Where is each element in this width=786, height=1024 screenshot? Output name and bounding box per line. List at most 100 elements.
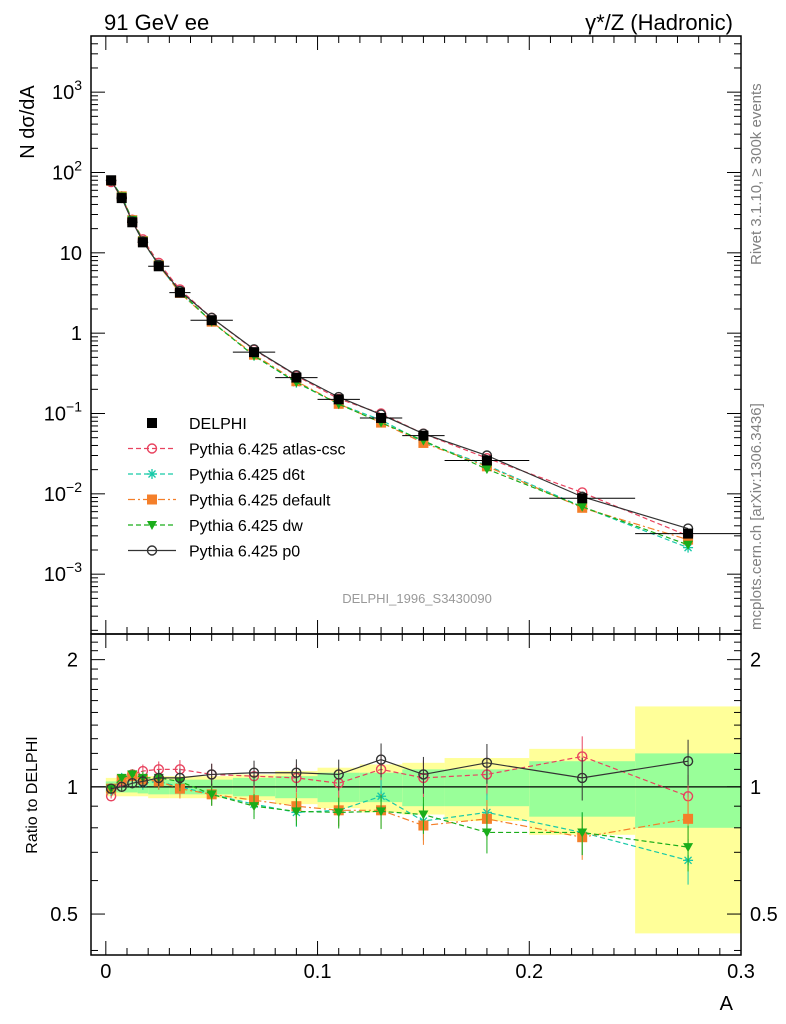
header-right: γ*/Z (Hadronic) — [585, 10, 733, 35]
ratio-y-tick-label: 1 — [67, 777, 78, 799]
ratio-point-pythia-6-425-dw — [127, 770, 138, 780]
ratio-line-pythia-6-425-default — [110, 775, 689, 838]
series-line-pythia-6-425-default — [110, 180, 689, 541]
ratio-point-pythia-6-425-p0 — [248, 767, 260, 778]
main-y-tick-exponent: −1 — [66, 398, 82, 414]
legend-marker-pythia-6-425-dw — [147, 521, 157, 530]
main-y-tick-label: 10−3 — [44, 559, 82, 586]
point-delphi — [577, 493, 588, 504]
ratio-y-tick-label-right: 2 — [750, 650, 761, 672]
point-delphi — [153, 261, 164, 272]
ratio-point-pythia-6-425-p0 — [127, 778, 138, 789]
ratio-point-pythia-6-425-default — [683, 813, 694, 824]
ratio-point-pythia-6-425-p0 — [291, 767, 302, 778]
legend-marker-pythia-6-425-atlas-csc — [146, 443, 158, 454]
legend: DELPHI Pythia 6.425 atlas-csc Pythia 6.425… — [128, 416, 346, 561]
rivet-label: Rivet 3.1.10, ≥ 300k events — [748, 83, 765, 265]
ratio-point-pythia-6-425-p0 — [333, 769, 344, 780]
point-delphi — [137, 237, 148, 248]
ratio-point-pythia-6-425-p0 — [577, 772, 588, 784]
main-y-tick-label: 10 — [60, 243, 82, 265]
ratio-y-tick-label-right: 1 — [750, 777, 761, 799]
ratio-point-pythia-6-425-p0 — [153, 772, 164, 784]
point-delphi — [106, 175, 117, 186]
legend-label-pythia-6-425-default: Pythia 6.425 default — [189, 493, 331, 510]
ratio-uncertainty-bands — [91, 706, 741, 934]
ratio-point-pythia-6-425-dw — [577, 828, 588, 838]
x-tick-label: 0.2 — [515, 961, 543, 983]
main-ylabel: N dσ/dA — [17, 85, 39, 159]
x-tick-label: 0.1 — [304, 961, 332, 983]
ratio-point-pythia-6-425-dw — [206, 790, 217, 800]
analysis-watermark: DELPHI_1996_S3430090 — [342, 591, 492, 606]
axes-group: 0 0.1 0.2 0.3 10−3 10−2 10−1 1 10 102 103 0.5 0.5 1 1 2… — [44, 35, 778, 983]
ratio-frame — [90, 633, 742, 956]
point-delphi — [174, 287, 185, 298]
legend-marker-pythia-6-425-d6t — [147, 469, 157, 479]
point-pythia-6-425-default — [683, 534, 694, 545]
ratio-point-pythia-6-425-dw — [291, 807, 302, 817]
marker-stroke — [148, 470, 156, 478]
header-left: 91 GeV ee — [104, 10, 209, 35]
point-pythia-6-425-dw — [683, 540, 694, 550]
main-y-tick-exponent: 3 — [74, 77, 82, 93]
ratio-point-pythia-6-425-p0 — [116, 781, 127, 793]
point-pythia-6-425-dw — [481, 465, 492, 475]
ratio-point-pythia-6-425-p0 — [481, 757, 493, 769]
ratio-point-pythia-6-425-p0 — [105, 783, 117, 794]
main-y-tick-label: 102 — [52, 157, 82, 184]
main-series-group — [105, 175, 741, 553]
series-line-pythia-6-425-dw — [110, 180, 689, 546]
point-delphi — [333, 394, 344, 405]
x-axis-label: A — [720, 993, 734, 1015]
main-y-tick-exponent: −3 — [66, 559, 82, 575]
ratio-y-tick-label: 2 — [67, 650, 78, 672]
x-tick-label: 0.3 — [727, 961, 755, 983]
main-y-tick-label: 10−2 — [44, 479, 82, 506]
ratio-series-group — [105, 736, 694, 885]
legend-label-pythia-6-425-atlas-csc: Pythia 6.425 atlas-csc — [189, 442, 346, 459]
legend-marker-delphi — [147, 418, 157, 428]
ratio-point-pythia-6-425-dw — [683, 843, 694, 853]
point-delphi — [206, 315, 217, 326]
point-delphi — [481, 455, 492, 466]
ratio-point-pythia-6-425-p0 — [137, 776, 149, 787]
ratio-point-pythia-6-425-dw — [418, 810, 429, 820]
ratio-y-tick-label-right: 0.5 — [750, 904, 778, 926]
ratio-point-pythia-6-425-p0 — [174, 772, 186, 784]
legend-label-pythia-6-425-d6t: Pythia 6.425 d6t — [189, 467, 305, 484]
legend-marker-pythia-6-425-p0 — [146, 545, 158, 556]
point-delphi — [249, 347, 260, 358]
x-tick-label: 0 — [100, 961, 111, 983]
point-delphi — [376, 412, 387, 423]
mcplots-label: mcplots.cern.ch [arXiv:1306.3436] — [748, 403, 765, 630]
ratio-point-pythia-6-425-dw — [376, 807, 387, 817]
point-delphi — [127, 217, 138, 228]
legend-label-delphi: DELPHI — [189, 416, 247, 433]
ratio-point-pythia-6-425-dw — [116, 773, 127, 783]
main-y-tick-exponent: −2 — [66, 479, 82, 495]
legend-label-pythia-6-425-p0: Pythia 6.425 p0 — [189, 544, 300, 561]
point-delphi — [683, 528, 694, 539]
point-delphi — [418, 430, 429, 441]
legend-marker-pythia-6-425-default — [147, 494, 157, 505]
ratio-point-pythia-6-425-p0 — [418, 769, 429, 780]
ratio-point-pythia-6-425-p0 — [682, 756, 694, 767]
main-y-tick-label: 10−1 — [44, 398, 82, 425]
ratio-point-pythia-6-425-p0 — [206, 769, 217, 780]
main-y-tick-exponent: 2 — [74, 157, 82, 173]
point-pythia-6-425-dw — [577, 502, 588, 512]
legend-label-pythia-6-425-dw: Pythia 6.425 dw — [189, 518, 303, 535]
main-y-tick-label: 1 — [71, 323, 82, 345]
point-delphi — [291, 372, 302, 383]
main-y-tick-label: 103 — [52, 77, 82, 104]
ratio-ylabel: Ratio to DELPHI — [24, 736, 41, 853]
ratio-point-pythia-6-425-dw — [249, 802, 260, 812]
ratio-point-pythia-6-425-dw — [333, 808, 344, 818]
ratio-y-tick-label: 0.5 — [50, 904, 78, 926]
series-line-pythia-6-425-d6t — [110, 180, 689, 549]
ratio-point-pythia-6-425-dw — [481, 828, 492, 838]
ratio-point-pythia-6-425-p0 — [375, 754, 387, 765]
point-delphi — [116, 193, 127, 204]
